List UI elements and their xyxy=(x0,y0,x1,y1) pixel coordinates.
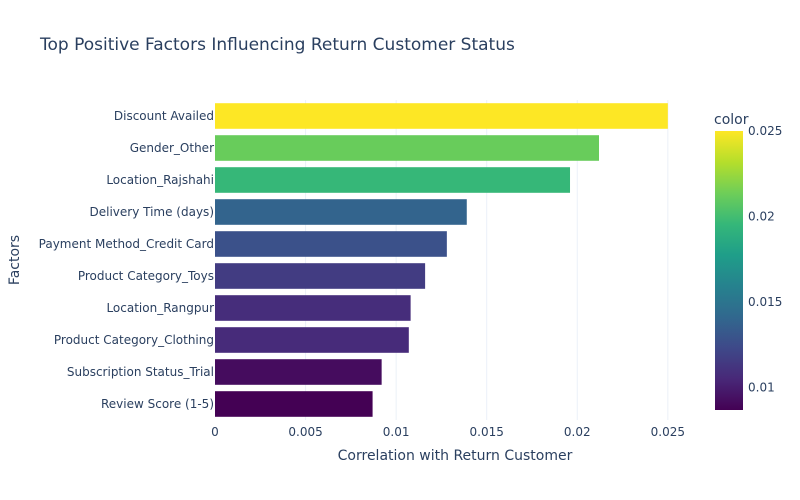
bar xyxy=(215,199,467,225)
y-tick-label: Location_Rangpur xyxy=(106,301,214,315)
x-axis-title: Correlation with Return Customer xyxy=(338,448,573,464)
y-tick-label: Product Category_Toys xyxy=(78,269,214,283)
bars xyxy=(215,103,668,417)
y-tick-label: Product Category_Clothing xyxy=(54,333,214,347)
colorbar-tick-label: 0.025 xyxy=(748,124,782,138)
y-axis-title: Factors xyxy=(7,235,23,285)
colorbar-tick-labels: 0.01 0.015 0.02 0.025 xyxy=(748,124,782,395)
bar xyxy=(215,103,668,129)
bar xyxy=(215,135,599,161)
bar xyxy=(215,263,426,289)
colorbar-tick-label: 0.015 xyxy=(748,295,782,309)
y-tick-label: Review Score (1-5) xyxy=(101,397,214,411)
colorbar: color 0.01 0.015 0.02 0.025 xyxy=(714,112,782,410)
bar xyxy=(215,231,447,257)
y-tick-label: Discount Availed xyxy=(114,109,214,123)
x-tick-label: 0.015 xyxy=(470,425,504,439)
x-tick-label: 0.025 xyxy=(651,425,685,439)
x-tick-label: 0.01 xyxy=(383,425,410,439)
bar xyxy=(215,359,382,385)
y-tick-labels: Discount Availed Gender_Other Location_Raj… xyxy=(39,109,214,411)
bar xyxy=(215,167,571,193)
colorbar-gradient xyxy=(715,131,743,410)
colorbar-tick-label: 0.01 xyxy=(748,381,775,395)
y-tick-label: Location_Rajshahi xyxy=(106,173,214,187)
bar xyxy=(215,295,411,321)
bar xyxy=(215,327,409,353)
y-tick-label: Subscription Status_Trial xyxy=(67,365,214,379)
x-tick-labels: 0 0.005 0.01 0.015 0.02 0.025 xyxy=(211,425,685,439)
y-tick-label: Payment Method_Credit Card xyxy=(39,237,214,251)
colorbar-title: color xyxy=(714,112,749,128)
chart-title: Top Positive Factors Influencing Return … xyxy=(39,35,515,55)
colorbar-tick-label: 0.02 xyxy=(748,210,775,224)
x-tick-label: 0.02 xyxy=(564,425,591,439)
x-tick-label: 0 xyxy=(211,425,219,439)
y-tick-label: Gender_Other xyxy=(130,141,214,155)
x-tick-label: 0.005 xyxy=(288,425,322,439)
y-tick-label: Delivery Time (days) xyxy=(90,205,215,219)
bar xyxy=(215,391,373,417)
